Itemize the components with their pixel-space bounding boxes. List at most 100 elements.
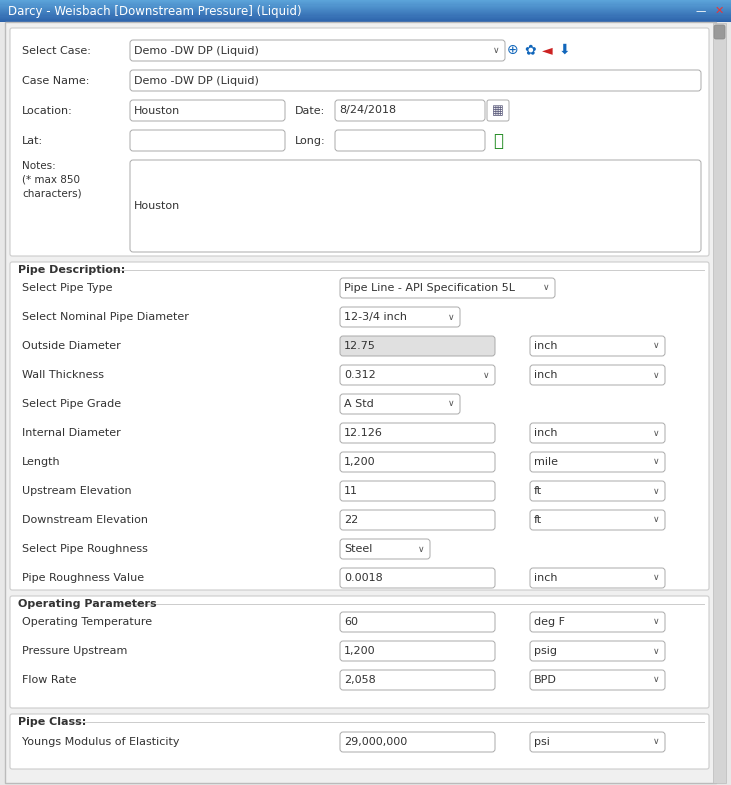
FancyBboxPatch shape xyxy=(530,452,665,472)
FancyBboxPatch shape xyxy=(530,612,665,632)
Text: ▦: ▦ xyxy=(492,104,504,118)
FancyBboxPatch shape xyxy=(340,394,460,414)
FancyBboxPatch shape xyxy=(487,100,509,121)
Text: 12.75: 12.75 xyxy=(344,341,376,351)
Bar xyxy=(0,14,731,16)
Bar xyxy=(0,17,731,19)
Bar xyxy=(0,12,731,13)
FancyBboxPatch shape xyxy=(340,307,460,327)
Text: Darcy - Weisbach [Downstream Pressure] (Liquid): Darcy - Weisbach [Downstream Pressure] (… xyxy=(8,5,302,17)
FancyBboxPatch shape xyxy=(530,641,665,661)
FancyBboxPatch shape xyxy=(130,130,285,151)
FancyBboxPatch shape xyxy=(10,714,709,769)
Text: 60: 60 xyxy=(344,617,358,627)
Text: Select Case:: Select Case: xyxy=(22,46,91,56)
FancyBboxPatch shape xyxy=(130,100,285,121)
FancyBboxPatch shape xyxy=(530,568,665,588)
Text: Location:: Location: xyxy=(22,106,73,116)
Text: Demo -DW DP (Liquid): Demo -DW DP (Liquid) xyxy=(134,75,259,86)
Text: Youngs Modulus of Elasticity: Youngs Modulus of Elasticity xyxy=(22,737,180,747)
Text: deg F: deg F xyxy=(534,617,565,627)
Text: 22: 22 xyxy=(344,515,358,525)
Text: ∨: ∨ xyxy=(653,647,659,655)
FancyBboxPatch shape xyxy=(530,670,665,690)
Text: —: — xyxy=(696,6,706,16)
Text: 1,200: 1,200 xyxy=(344,457,376,467)
FancyBboxPatch shape xyxy=(335,100,485,121)
Text: Case Name:: Case Name: xyxy=(22,76,89,86)
Text: 📍: 📍 xyxy=(493,132,503,150)
FancyBboxPatch shape xyxy=(10,262,709,590)
Text: Pipe Class:: Pipe Class: xyxy=(18,717,86,727)
FancyBboxPatch shape xyxy=(130,70,701,91)
Text: inch: inch xyxy=(534,370,558,380)
Text: Downstream Elevation: Downstream Elevation xyxy=(22,515,148,525)
FancyBboxPatch shape xyxy=(130,160,701,252)
FancyBboxPatch shape xyxy=(340,423,495,443)
FancyBboxPatch shape xyxy=(530,336,665,356)
Text: 12.126: 12.126 xyxy=(344,428,383,438)
FancyBboxPatch shape xyxy=(340,539,430,559)
Text: Pipe Roughness Value: Pipe Roughness Value xyxy=(22,573,144,583)
Text: 12-3/4 inch: 12-3/4 inch xyxy=(344,312,407,322)
FancyBboxPatch shape xyxy=(530,365,665,385)
Text: ∨: ∨ xyxy=(653,618,659,626)
Text: Select Pipe Type: Select Pipe Type xyxy=(22,283,113,293)
FancyBboxPatch shape xyxy=(530,423,665,443)
Text: 1,200: 1,200 xyxy=(344,646,376,656)
Text: Select Pipe Roughness: Select Pipe Roughness xyxy=(22,544,148,554)
Text: Steel: Steel xyxy=(344,544,372,554)
Text: ∨: ∨ xyxy=(447,400,454,408)
Text: Long:: Long: xyxy=(295,136,325,146)
FancyBboxPatch shape xyxy=(530,481,665,501)
Bar xyxy=(0,16,731,18)
Text: Wall Thickness: Wall Thickness xyxy=(22,370,104,380)
Text: 0.312: 0.312 xyxy=(344,370,376,380)
Text: Select Pipe Grade: Select Pipe Grade xyxy=(22,399,121,409)
Text: inch: inch xyxy=(534,573,558,583)
Text: Notes:
(* max 850
characters): Notes: (* max 850 characters) xyxy=(22,161,82,199)
FancyBboxPatch shape xyxy=(340,278,555,298)
Text: ft: ft xyxy=(534,515,542,525)
Text: 0.0018: 0.0018 xyxy=(344,573,383,583)
Text: ∨: ∨ xyxy=(653,429,659,437)
FancyBboxPatch shape xyxy=(530,510,665,530)
Bar xyxy=(0,11,731,13)
Bar xyxy=(0,10,731,12)
Text: ∨: ∨ xyxy=(653,458,659,466)
Bar xyxy=(0,13,731,15)
Bar xyxy=(0,5,731,6)
Text: ∨: ∨ xyxy=(653,676,659,685)
Bar xyxy=(0,16,731,17)
FancyBboxPatch shape xyxy=(340,612,495,632)
Text: 2,058: 2,058 xyxy=(344,675,376,685)
Text: A Std: A Std xyxy=(344,399,374,409)
Bar xyxy=(0,3,731,5)
Text: ⬇: ⬇ xyxy=(558,43,569,57)
Text: Outside Diameter: Outside Diameter xyxy=(22,341,121,351)
FancyBboxPatch shape xyxy=(340,481,495,501)
FancyBboxPatch shape xyxy=(130,40,505,61)
FancyBboxPatch shape xyxy=(10,596,709,708)
Text: Operating Parameters: Operating Parameters xyxy=(18,599,156,609)
Bar xyxy=(0,5,731,7)
Text: 8/24/2018: 8/24/2018 xyxy=(339,105,396,115)
Bar xyxy=(0,6,731,8)
Text: inch: inch xyxy=(534,341,558,351)
FancyBboxPatch shape xyxy=(340,365,495,385)
Text: inch: inch xyxy=(534,428,558,438)
Text: ✕: ✕ xyxy=(714,6,724,16)
Text: ∨: ∨ xyxy=(653,341,659,350)
FancyBboxPatch shape xyxy=(530,732,665,752)
Text: psig: psig xyxy=(534,646,557,656)
Text: ∨: ∨ xyxy=(653,487,659,495)
Text: Lat:: Lat: xyxy=(22,136,43,146)
Text: ft: ft xyxy=(534,486,542,496)
FancyBboxPatch shape xyxy=(340,568,495,588)
Bar xyxy=(0,21,731,23)
FancyBboxPatch shape xyxy=(714,25,725,39)
Bar xyxy=(0,2,731,4)
Text: ∨: ∨ xyxy=(653,574,659,582)
Bar xyxy=(0,9,731,10)
Text: Houston: Houston xyxy=(134,201,181,211)
